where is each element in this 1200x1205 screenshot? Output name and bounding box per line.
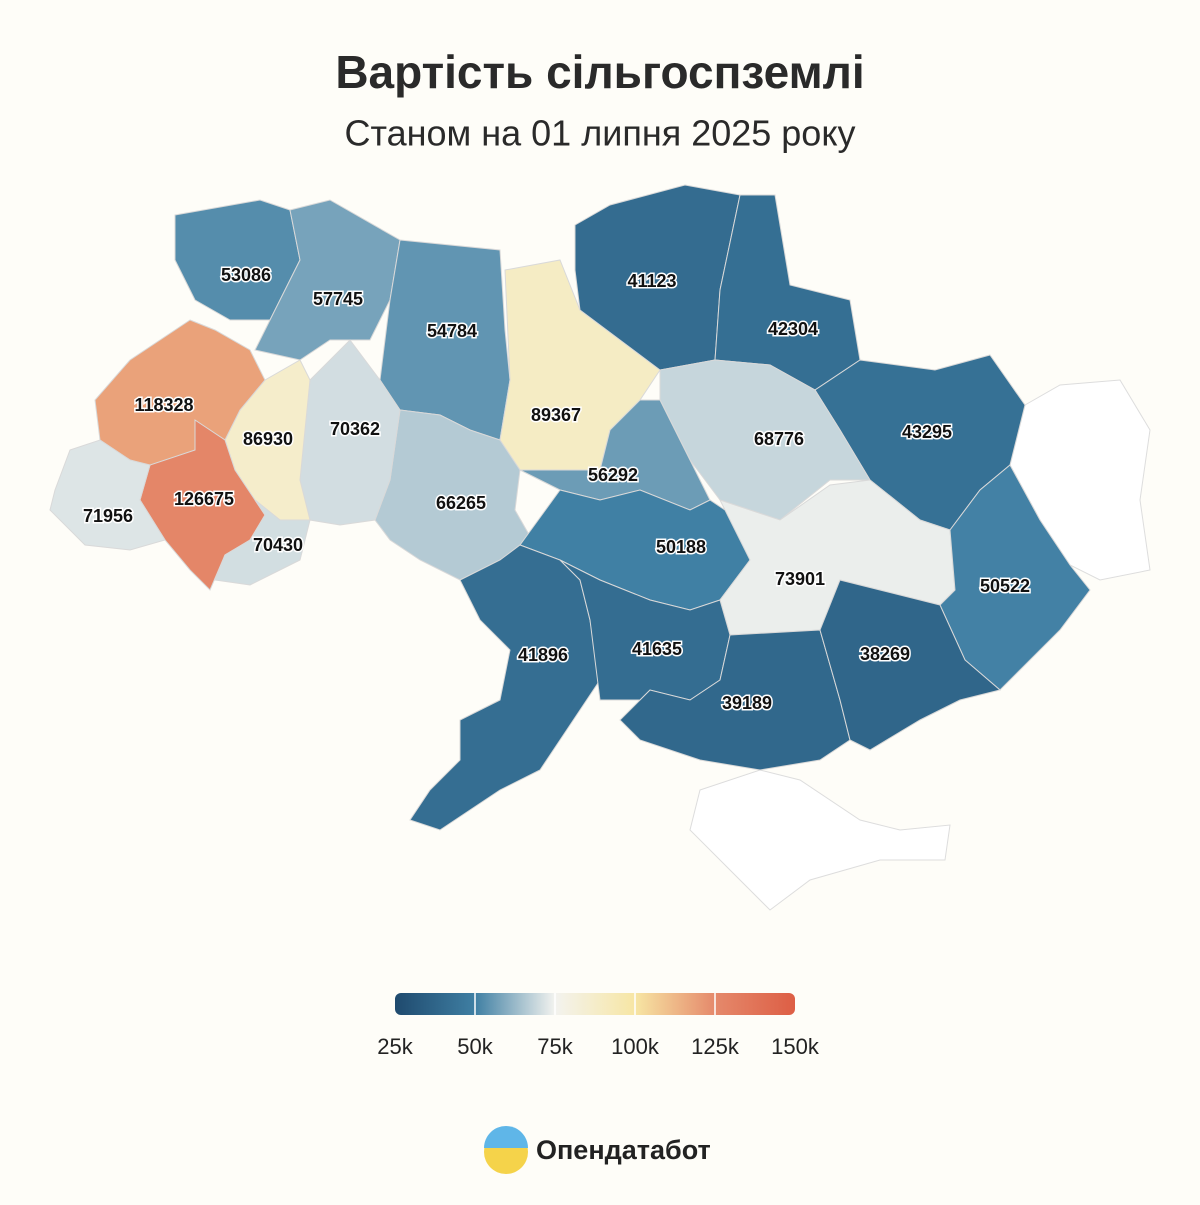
subtitle: Станом на 01 липня 2025 року	[345, 113, 856, 154]
value-label: 53086	[221, 265, 271, 285]
value-label: 41896	[518, 645, 568, 665]
value-label: 56292	[588, 465, 638, 485]
value-label: 73901	[775, 569, 825, 589]
value-label: 39189	[722, 693, 772, 713]
legend-tick-label: 125k	[691, 1034, 740, 1059]
value-label: 50522	[980, 576, 1030, 596]
value-label: 54784	[427, 321, 477, 341]
value-label: 66265	[436, 493, 486, 513]
region	[49, 439, 166, 551]
map: 53086 57745 54784 89367 41123 42304 43295 68776…	[49, 184, 1151, 911]
value-label: 57745	[313, 289, 363, 309]
region	[939, 464, 1091, 691]
legend-bar	[395, 993, 795, 1015]
value-label: 42304	[768, 319, 818, 339]
value-label: 41635	[632, 639, 682, 659]
value-label: 86930	[243, 429, 293, 449]
logo	[484, 1126, 528, 1148]
legend-tick-label: 75k	[537, 1034, 573, 1059]
value-label: 50188	[656, 537, 706, 557]
value-label: 43295	[902, 422, 952, 442]
region-no-data	[689, 769, 951, 911]
region	[659, 359, 871, 521]
value-label: 41123	[627, 271, 676, 291]
region	[819, 579, 1002, 751]
value-label: 89367	[531, 405, 581, 425]
region	[254, 199, 401, 361]
legend-tick-label: 25k	[377, 1034, 413, 1059]
value-label: 126675	[174, 489, 234, 509]
legend-tick-label: 100k	[611, 1034, 660, 1059]
value-label: 118328	[134, 395, 193, 415]
value-label: 71956	[83, 506, 133, 526]
legend: 25k 50k 75k 100k 125k 150k	[377, 993, 820, 1059]
brand: Опендатабот	[536, 1135, 711, 1165]
value-label: 68776	[754, 429, 804, 449]
region	[214, 499, 311, 586]
legend-tick-label: 50k	[457, 1034, 493, 1059]
value-label: 70362	[330, 419, 380, 439]
value-label: 38269	[860, 644, 910, 664]
title: Вартість сільгоспземлі	[335, 46, 864, 98]
value-label: 70430	[253, 535, 303, 555]
legend-tick-label: 150k	[771, 1034, 820, 1059]
